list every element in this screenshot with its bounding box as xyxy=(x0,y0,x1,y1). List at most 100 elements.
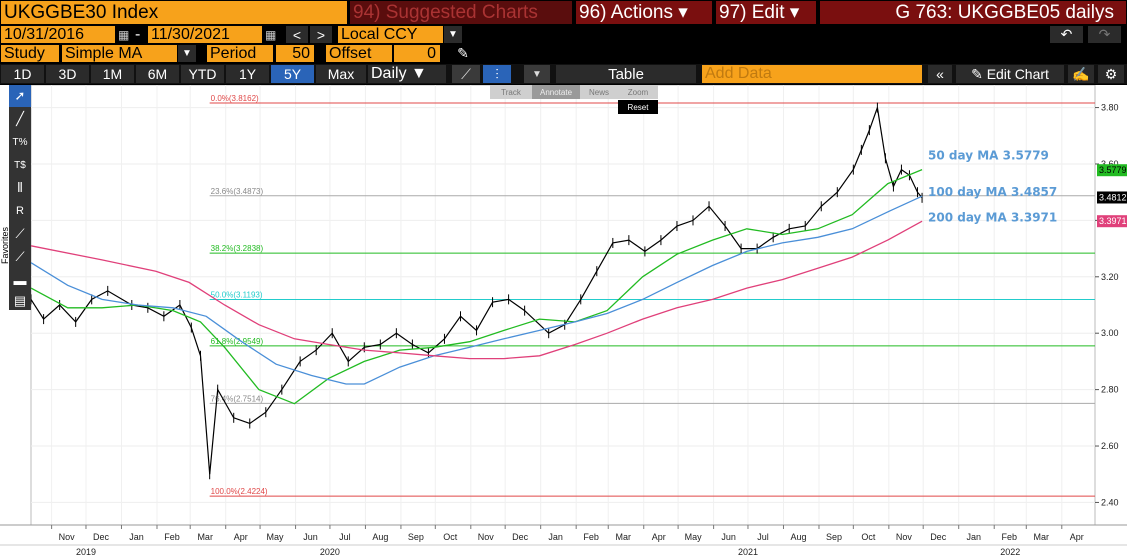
trendline-icon[interactable]: ⟋ xyxy=(15,226,25,241)
x-tick-label: Jun xyxy=(303,532,318,542)
chevron-down-icon[interactable]: ▼ xyxy=(178,45,196,62)
chevron-down-icon[interactable]: ▼ xyxy=(524,65,550,83)
x-tick-label: Apr xyxy=(1070,532,1084,542)
start-date-input[interactable]: 10/31/2016 xyxy=(1,26,115,43)
currency-select[interactable]: Local CCY xyxy=(338,26,443,43)
y-tick-label: 2.60 xyxy=(1101,441,1119,451)
x-tick-label: Sep xyxy=(408,532,424,542)
range-button-ytd[interactable]: YTD xyxy=(181,65,224,83)
fib-level-label: 61.8%(2.9549) xyxy=(211,337,264,346)
edit-chart-label: Edit Chart xyxy=(986,66,1049,82)
x-tick-label: Aug xyxy=(790,532,806,542)
range-button-6m[interactable]: 6M xyxy=(136,65,179,83)
y-tick-label: 2.80 xyxy=(1101,385,1119,395)
last-value-label: 3.3971 xyxy=(1099,216,1127,226)
actions-button[interactable]: 96) Actions ▾ xyxy=(576,1,712,24)
price-chart[interactable]: 0.0%(3.8162) 23.6%(3.4873) 38.2%(3.2838) 50… xyxy=(0,84,1127,557)
fibonacci-icon[interactable]: T% xyxy=(12,136,28,148)
x-tick-label: Oct xyxy=(443,532,458,542)
bar-chart-icon[interactable]: ⫶ xyxy=(483,65,511,83)
x-tick-label: Nov xyxy=(896,532,913,542)
track-button[interactable]: Track xyxy=(490,85,532,99)
calendar-icon[interactable]: ▦ xyxy=(118,27,129,42)
calendar-icon[interactable]: ▦ xyxy=(265,27,276,42)
prev-arrow-icon[interactable]: < xyxy=(286,26,308,43)
y-tick-label: 3.60 xyxy=(1101,159,1119,169)
ray-icon[interactable]: ⟋ xyxy=(15,249,25,264)
fib-level-label: 23.6%(3.4873) xyxy=(211,187,264,196)
gear-icon[interactable]: ⚙ xyxy=(1098,65,1124,83)
header-bar: UKGGBE30 Index 94) Suggested Charts 96) … xyxy=(0,0,1127,25)
x-tick-label: Dec xyxy=(930,532,947,542)
range-button-max[interactable]: Max xyxy=(316,65,366,83)
x-tick-label: Mar xyxy=(197,532,213,542)
end-date-input[interactable]: 11/30/2021 xyxy=(148,26,262,43)
offset-label: Offset xyxy=(326,45,392,62)
price-tool-icon[interactable]: T$ xyxy=(14,159,26,171)
range-button-1m[interactable]: 1M xyxy=(91,65,134,83)
range-button-5y[interactable]: 5Y xyxy=(271,65,314,83)
reset-button[interactable]: Reset xyxy=(618,100,658,114)
x-tick-label: Oct xyxy=(861,532,876,542)
zoom-button[interactable]: Zoom xyxy=(618,85,658,99)
line-tool-icon[interactable]: ╱ xyxy=(16,111,24,126)
redo-icon[interactable]: ↷ xyxy=(1088,26,1121,43)
collapse-icon[interactable]: « xyxy=(928,65,952,83)
x-tick-label: Mar xyxy=(1034,532,1050,542)
line-chart-icon[interactable]: ⟋ xyxy=(452,65,480,83)
table-button[interactable]: Table xyxy=(556,65,696,83)
hline-icon[interactable]: ▬ xyxy=(13,272,27,288)
date-separator: - xyxy=(135,26,141,43)
x-tick-label: Dec xyxy=(93,532,110,542)
cursor-icon[interactable]: ➚ xyxy=(9,85,31,107)
security-field[interactable]: UKGGBE30 Index xyxy=(1,1,347,24)
x-tick-label: Jan xyxy=(548,532,563,542)
last-value-tag xyxy=(1097,164,1127,177)
add-data-input[interactable]: Add Data xyxy=(702,65,922,83)
date-bar: 10/31/2016 ▦ - 11/30/2021 ▦ < > Local CC… xyxy=(0,25,1127,44)
x-year-label: 2021 xyxy=(738,547,758,557)
drawing-toolbar: ➚ ╱ T% T$ ⫴ R ⟋ ⟋ ▬ ▤ xyxy=(9,85,31,310)
chart-area[interactable]: 0.0%(3.8162) 23.6%(3.4873) 38.2%(3.2838) 50… xyxy=(0,84,1127,557)
news-button[interactable]: News xyxy=(580,85,618,99)
x-tick-label: Jul xyxy=(757,532,769,542)
fib-level-label: 100.0%(2.4224) xyxy=(211,487,268,496)
undo-icon[interactable]: ↶ xyxy=(1050,26,1083,43)
period-input[interactable]: 50 xyxy=(276,45,314,62)
x-tick-label: Jul xyxy=(339,532,351,542)
series-line-50-day-ma xyxy=(30,168,923,405)
x-tick-label: Feb xyxy=(1001,532,1017,542)
chevron-down-icon[interactable]: ▼ xyxy=(444,26,462,43)
fib-level-label: 76.4%(2.7514) xyxy=(211,394,264,403)
range-button-1d[interactable]: 1D xyxy=(1,65,44,83)
x-tick-label: May xyxy=(685,532,703,542)
offset-input[interactable]: 0 xyxy=(394,45,440,62)
channel-icon[interactable]: ⫴ xyxy=(17,180,23,195)
draw-icon[interactable]: ✍ xyxy=(1068,65,1094,83)
ma-label: 50 day MA 3.5779 xyxy=(928,149,1049,163)
range-button-3d[interactable]: 3D xyxy=(46,65,89,83)
x-tick-label: Dec xyxy=(512,532,529,542)
favorites-label: Favorites xyxy=(0,226,10,264)
frequency-select[interactable]: Daily ▼ xyxy=(368,65,446,83)
gann-icon[interactable]: ▤ xyxy=(13,293,27,308)
last-value-label: 3.4812 xyxy=(1099,192,1127,202)
edit-button[interactable]: 97) Edit ▾ xyxy=(716,1,816,24)
next-arrow-icon[interactable]: > xyxy=(310,26,332,43)
range-button-1y[interactable]: 1Y xyxy=(226,65,269,83)
edit-chart-button[interactable]: ✎ Edit Chart xyxy=(956,65,1064,83)
ma-label: 200 day MA 3.3971 xyxy=(928,211,1057,225)
retracement-icon[interactable]: R xyxy=(16,205,24,217)
y-tick-label: 2.40 xyxy=(1101,497,1119,507)
study-type-select[interactable]: Simple MA xyxy=(62,45,177,62)
fib-level-label: 38.2%(3.2838) xyxy=(211,244,264,253)
ma-label: 100 day MA 3.4857 xyxy=(928,185,1057,199)
pencil-icon: ✎ xyxy=(971,65,987,82)
study-bar: Study Simple MA ▼ Period 50 Offset 0 ✎ xyxy=(0,44,1127,63)
x-tick-label: Jan xyxy=(966,532,981,542)
pencil-icon[interactable]: ✎ xyxy=(457,45,469,61)
x-tick-label: Sep xyxy=(826,532,842,542)
suggested-charts-button[interactable]: 94) Suggested Charts xyxy=(350,1,572,24)
annotate-button[interactable]: Annotate xyxy=(532,85,580,99)
fib-level-label: 50.0%(3.1193) xyxy=(211,291,263,300)
